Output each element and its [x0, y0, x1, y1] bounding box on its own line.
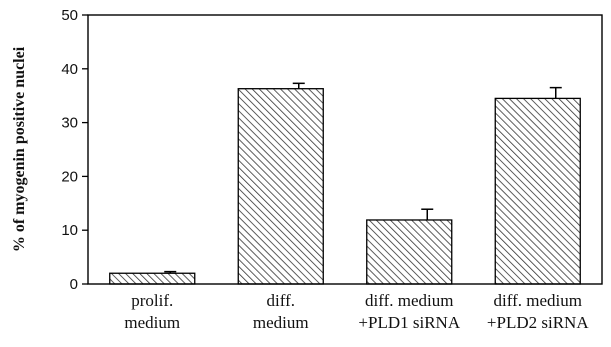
- axes-layer: [82, 14, 603, 285]
- bar-4: [494, 97, 581, 285]
- y-tick-label-50: 50: [61, 7, 78, 24]
- bar-1: [109, 272, 196, 285]
- x-category-label-4-line-1: diff. medium: [494, 291, 582, 310]
- y-axis-label: % of myogenin positive nuclei: [11, 46, 28, 252]
- bar-3: [366, 219, 453, 285]
- x-category-label-3-line-1: diff. medium: [365, 291, 453, 310]
- error-bar-3: [421, 208, 434, 220]
- y-tick-label-10: 10: [61, 222, 78, 239]
- y-tick-label-40: 40: [61, 61, 78, 78]
- error-bar-1: [164, 270, 177, 274]
- bar-2: [237, 88, 324, 285]
- x-category-label-1-line-2: medium: [124, 313, 180, 332]
- plot-frame: [87, 14, 603, 285]
- x-category-label-3-line-2: +PLD1 siRNA: [358, 313, 460, 332]
- y-tick-label-20: 20: [61, 168, 78, 185]
- bars-layer: [109, 82, 581, 285]
- x-category-label-4-line-2: +PLD2 siRNA: [487, 313, 589, 332]
- y-tick-label-30: 30: [61, 115, 78, 132]
- labels-layer: 0 10 20 30 40 50 prolif. medium diff. medium diff.…: [11, 7, 589, 332]
- x-category-label-1-line-1: prolif.: [131, 291, 173, 310]
- y-tick-label-0: 0: [70, 276, 78, 293]
- x-category-label-2-line-2: medium: [253, 313, 309, 332]
- error-bar-4: [549, 86, 562, 99]
- x-category-label-2-line-1: diff.: [267, 291, 296, 310]
- error-bar-2: [292, 82, 305, 89]
